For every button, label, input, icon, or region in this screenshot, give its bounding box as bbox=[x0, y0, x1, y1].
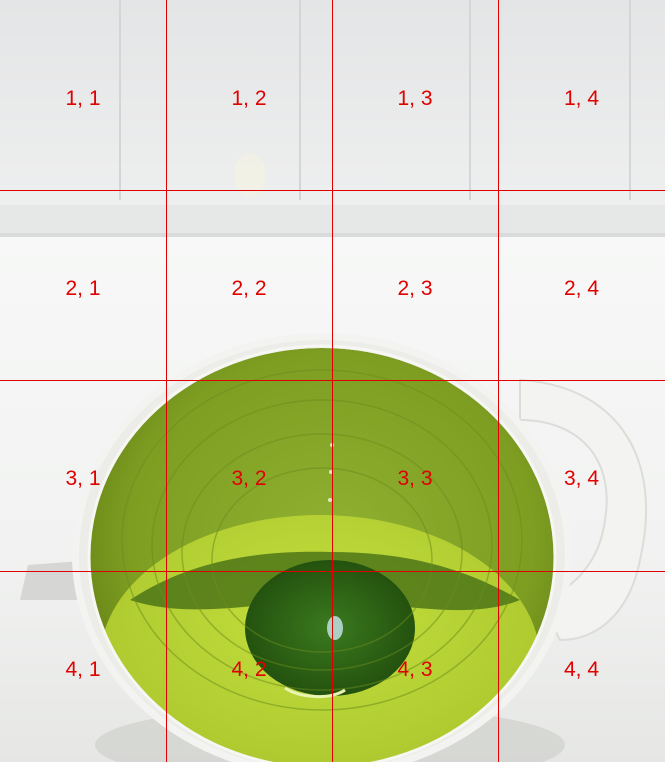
shelf-edge bbox=[0, 205, 665, 235]
wall-reflection bbox=[234, 153, 266, 197]
wall-panel-seams bbox=[119, 0, 631, 200]
wall bbox=[0, 0, 665, 215]
cup-handle bbox=[519, 378, 648, 642]
tea-surface bbox=[90, 348, 554, 762]
